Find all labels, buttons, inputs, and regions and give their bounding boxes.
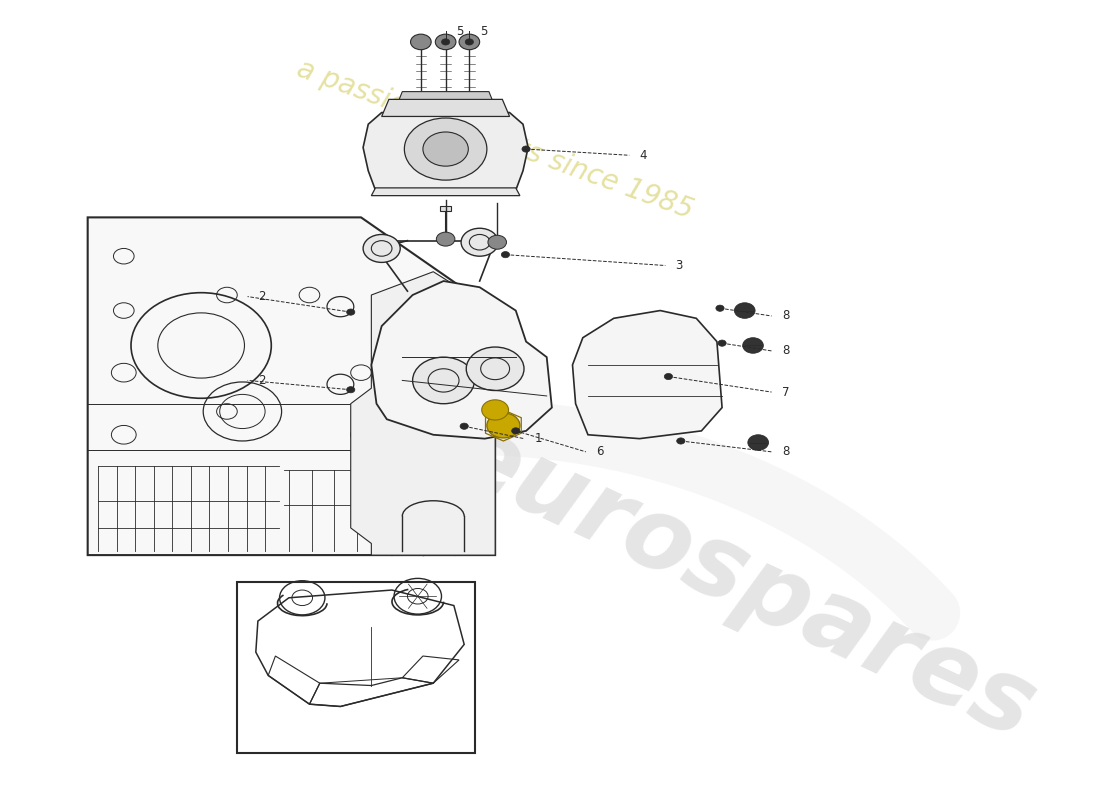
- Circle shape: [502, 251, 509, 258]
- Text: 3: 3: [675, 259, 683, 272]
- Polygon shape: [382, 99, 509, 117]
- Circle shape: [466, 347, 524, 390]
- Circle shape: [441, 39, 450, 45]
- Circle shape: [363, 234, 400, 262]
- Circle shape: [459, 34, 480, 50]
- Circle shape: [512, 428, 520, 434]
- Text: 2: 2: [257, 374, 265, 387]
- Circle shape: [465, 39, 473, 45]
- Text: 8: 8: [782, 310, 790, 322]
- Text: 8: 8: [782, 345, 790, 358]
- Polygon shape: [399, 92, 492, 99]
- Text: a passion for parts since 1985: a passion for parts since 1985: [294, 55, 697, 225]
- Text: 1: 1: [535, 432, 542, 445]
- Circle shape: [461, 228, 498, 256]
- Circle shape: [716, 305, 724, 311]
- Circle shape: [437, 232, 455, 246]
- Polygon shape: [372, 281, 552, 438]
- Text: 2: 2: [257, 290, 265, 303]
- Circle shape: [522, 146, 530, 152]
- Polygon shape: [351, 272, 495, 555]
- Circle shape: [742, 338, 763, 354]
- Circle shape: [405, 118, 487, 180]
- Circle shape: [412, 357, 474, 404]
- Circle shape: [487, 413, 520, 438]
- Circle shape: [735, 302, 755, 318]
- Polygon shape: [572, 310, 722, 438]
- Polygon shape: [372, 188, 520, 196]
- Polygon shape: [88, 218, 495, 555]
- Circle shape: [436, 34, 455, 50]
- Circle shape: [676, 438, 685, 444]
- Circle shape: [422, 132, 469, 166]
- Circle shape: [346, 309, 355, 315]
- Circle shape: [410, 34, 431, 50]
- Circle shape: [482, 400, 508, 420]
- Text: 4: 4: [639, 149, 647, 162]
- Text: 8: 8: [782, 446, 790, 458]
- Polygon shape: [440, 206, 451, 211]
- Text: 5: 5: [480, 25, 487, 38]
- Text: 7: 7: [782, 386, 790, 398]
- Circle shape: [346, 386, 355, 393]
- Bar: [238, 582, 474, 753]
- Text: 6: 6: [596, 446, 604, 458]
- Circle shape: [748, 434, 769, 450]
- Circle shape: [718, 340, 726, 346]
- Circle shape: [664, 374, 672, 380]
- Circle shape: [488, 235, 506, 250]
- Text: eurospares: eurospares: [436, 405, 1049, 760]
- Polygon shape: [363, 113, 528, 190]
- Circle shape: [460, 423, 469, 430]
- Text: 5: 5: [455, 25, 463, 38]
